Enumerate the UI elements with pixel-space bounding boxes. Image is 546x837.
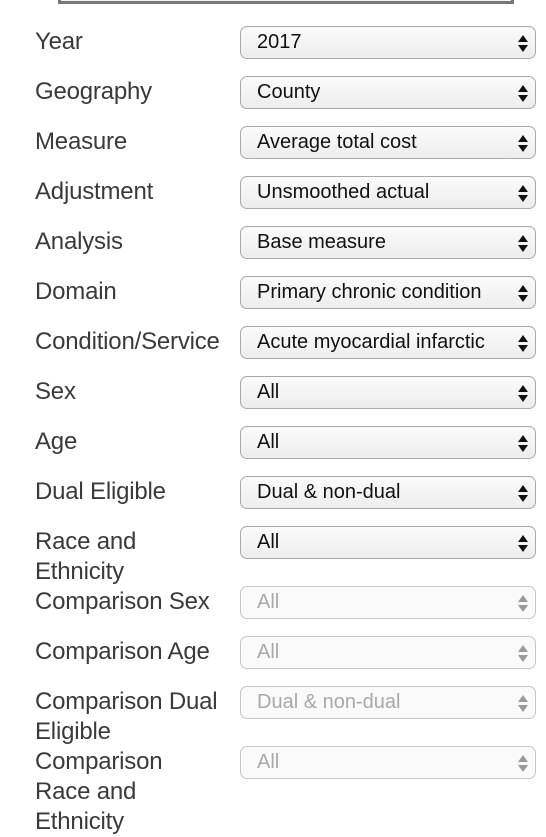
comparison-sex-select[interactable]: All <box>240 586 536 619</box>
up-down-arrows-icon <box>517 481 529 505</box>
analysis-label: Analysis <box>35 228 123 255</box>
year-label: Year <box>35 28 83 55</box>
analysis-value: Base measure <box>257 231 386 253</box>
comparison-race-ethnicity-select[interactable]: All <box>240 746 536 779</box>
geography-label: Geography <box>35 78 152 105</box>
up-down-arrows-icon <box>517 641 529 665</box>
sex-select[interactable]: All <box>240 376 536 409</box>
up-down-arrows-icon <box>517 81 529 105</box>
comparison-age-value: All <box>257 641 280 663</box>
geography-select[interactable]: County <box>240 76 536 109</box>
up-down-arrows-icon <box>517 231 529 255</box>
race-ethnicity-label: Race and Ethnicity <box>35 528 137 585</box>
top-panel-edge <box>58 0 514 4</box>
up-down-arrows-icon <box>517 181 529 205</box>
up-down-arrows-icon <box>517 531 529 555</box>
adjustment-value: Unsmoothed actual <box>257 181 430 203</box>
domain-value: Primary chronic condition <box>257 281 482 303</box>
dual-eligible-value: Dual & non-dual <box>257 481 401 503</box>
up-down-arrows-icon <box>517 331 529 355</box>
comparison-dual-eligible-value: Dual & non-dual <box>257 691 401 713</box>
up-down-arrows-icon <box>517 751 529 775</box>
year-value: 2017 <box>257 31 302 53</box>
age-select[interactable]: All <box>240 426 536 459</box>
sex-label: Sex <box>35 378 76 405</box>
domain-label: Domain <box>35 278 117 305</box>
comparison-age-label: Comparison Age <box>35 638 210 665</box>
comparison-race-ethnicity-label: Comparison Race and Ethnicity <box>35 748 163 835</box>
comparison-dual-eligible-label: Comparison Dual Eligible <box>35 688 218 745</box>
race-ethnicity-select[interactable]: All <box>240 526 536 559</box>
up-down-arrows-icon <box>517 31 529 55</box>
comparison-sex-value: All <box>257 591 280 613</box>
up-down-arrows-icon <box>517 691 529 715</box>
domain-select[interactable]: Primary chronic condition <box>240 276 536 309</box>
race-ethnicity-value: All <box>257 531 280 553</box>
measure-value: Average total cost <box>257 131 417 153</box>
condition-service-label: Condition/Service <box>35 328 220 355</box>
condition-service-select[interactable]: Acute myocardial infarctic <box>240 326 536 359</box>
year-select[interactable]: 2017 <box>240 26 536 59</box>
geography-value: County <box>257 81 321 103</box>
up-down-arrows-icon <box>517 381 529 405</box>
comparison-age-select[interactable]: All <box>240 636 536 669</box>
measure-select[interactable]: Average total cost <box>240 126 536 159</box>
sex-value: All <box>257 381 280 403</box>
up-down-arrows-icon <box>517 131 529 155</box>
adjustment-label: Adjustment <box>35 178 154 205</box>
comparison-dual-eligible-select[interactable]: Dual & non-dual <box>240 686 536 719</box>
age-value: All <box>257 431 280 453</box>
dual-eligible-label: Dual Eligible <box>35 478 166 505</box>
condition-service-value: Acute myocardial infarctic <box>257 331 485 353</box>
comparison-sex-label: Comparison Sex <box>35 588 210 615</box>
comparison-race-ethnicity-value: All <box>257 751 280 773</box>
analysis-select[interactable]: Base measure <box>240 226 536 259</box>
up-down-arrows-icon <box>517 591 529 615</box>
up-down-arrows-icon <box>517 281 529 305</box>
age-label: Age <box>35 428 78 455</box>
dual-eligible-select[interactable]: Dual & non-dual <box>240 476 536 509</box>
measure-label: Measure <box>35 128 127 155</box>
up-down-arrows-icon <box>517 431 529 455</box>
adjustment-select[interactable]: Unsmoothed actual <box>240 176 536 209</box>
